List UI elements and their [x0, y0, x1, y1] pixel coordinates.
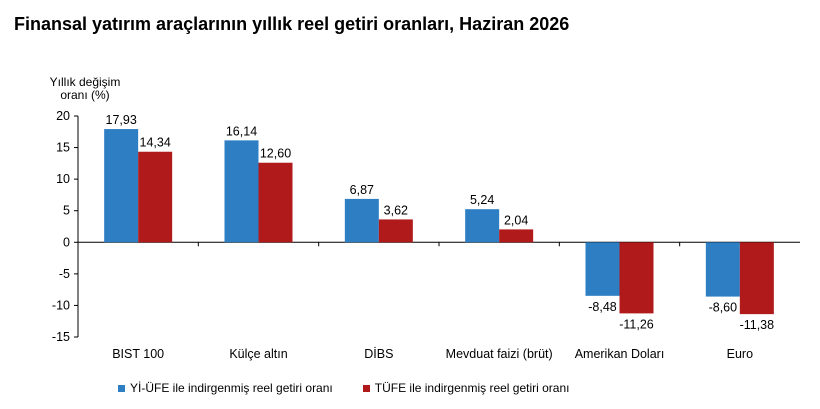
legend-item-yi-ufe: Yİ-ÜFE ile indirgenmiş reel getiri oranı — [118, 381, 333, 395]
chart-title: Finansal yatırım araçlarının yıllık reel… — [14, 14, 570, 34]
data-label: 5,24 — [470, 193, 494, 207]
y-axis-label: Yıllık değişim oranı (%) — [40, 76, 130, 102]
bar — [499, 229, 534, 243]
y-tick-label: 10 — [56, 172, 70, 186]
x-tick-label: Külçe altın — [229, 347, 287, 361]
legend-swatch-yi-ufe — [118, 384, 125, 392]
legend-swatch-tufe — [362, 384, 370, 392]
x-tick-label: Amerikan Doları — [575, 347, 665, 361]
x-tick-label: Euro — [727, 347, 753, 361]
bar — [104, 129, 139, 243]
data-label: 2,04 — [504, 213, 528, 227]
x-tick-label: DİBS — [364, 347, 393, 361]
data-label: 12,60 — [260, 147, 291, 161]
data-label: -8,48 — [588, 300, 617, 314]
y-tick-label: -15 — [52, 330, 70, 344]
bar — [258, 162, 293, 243]
y-tick-label: -10 — [52, 298, 70, 312]
y-tick-label: 20 — [56, 109, 70, 123]
bar — [224, 140, 259, 243]
y-tick-label: 15 — [56, 141, 70, 155]
y-tick-label: -5 — [59, 267, 70, 281]
x-tick-label: BIST 100 — [112, 347, 164, 361]
data-label: -11,26 — [619, 317, 654, 331]
data-label: 6,87 — [350, 183, 374, 197]
y-axis-label-line-1: Yıllık değişim — [49, 75, 121, 89]
legend-label-tufe: TÜFE ile indirgenmiş reel getiri oranı — [374, 381, 570, 395]
data-label: 16,14 — [226, 124, 257, 138]
bar — [619, 242, 654, 314]
data-label: -8,60 — [709, 301, 738, 315]
legend: Yİ-ÜFE ile indirgenmiş reel getiri oranı… — [118, 381, 600, 395]
legend-item-tufe: TÜFE ile indirgenmiş reel getiri oranı — [362, 381, 570, 395]
y-axis-label-line-2: oranı (%) — [60, 88, 110, 102]
bar — [739, 242, 774, 315]
data-label: 14,34 — [140, 136, 171, 150]
legend-label-yi-ufe: Yİ-ÜFE ile indirgenmiş reel getiri oranı — [130, 381, 333, 395]
bar — [585, 242, 620, 296]
x-tick-label: Mevduat faizi (brüt) — [446, 347, 553, 361]
y-tick-label: 0 — [63, 235, 70, 249]
bar — [138, 151, 173, 243]
data-label: 3,62 — [384, 203, 408, 217]
bar — [344, 198, 379, 243]
data-label: 17,93 — [106, 113, 137, 127]
data-label: -11,38 — [740, 318, 775, 332]
bar — [705, 242, 740, 297]
y-tick-label: 5 — [63, 204, 70, 218]
bar — [378, 219, 413, 243]
bar — [465, 209, 500, 243]
